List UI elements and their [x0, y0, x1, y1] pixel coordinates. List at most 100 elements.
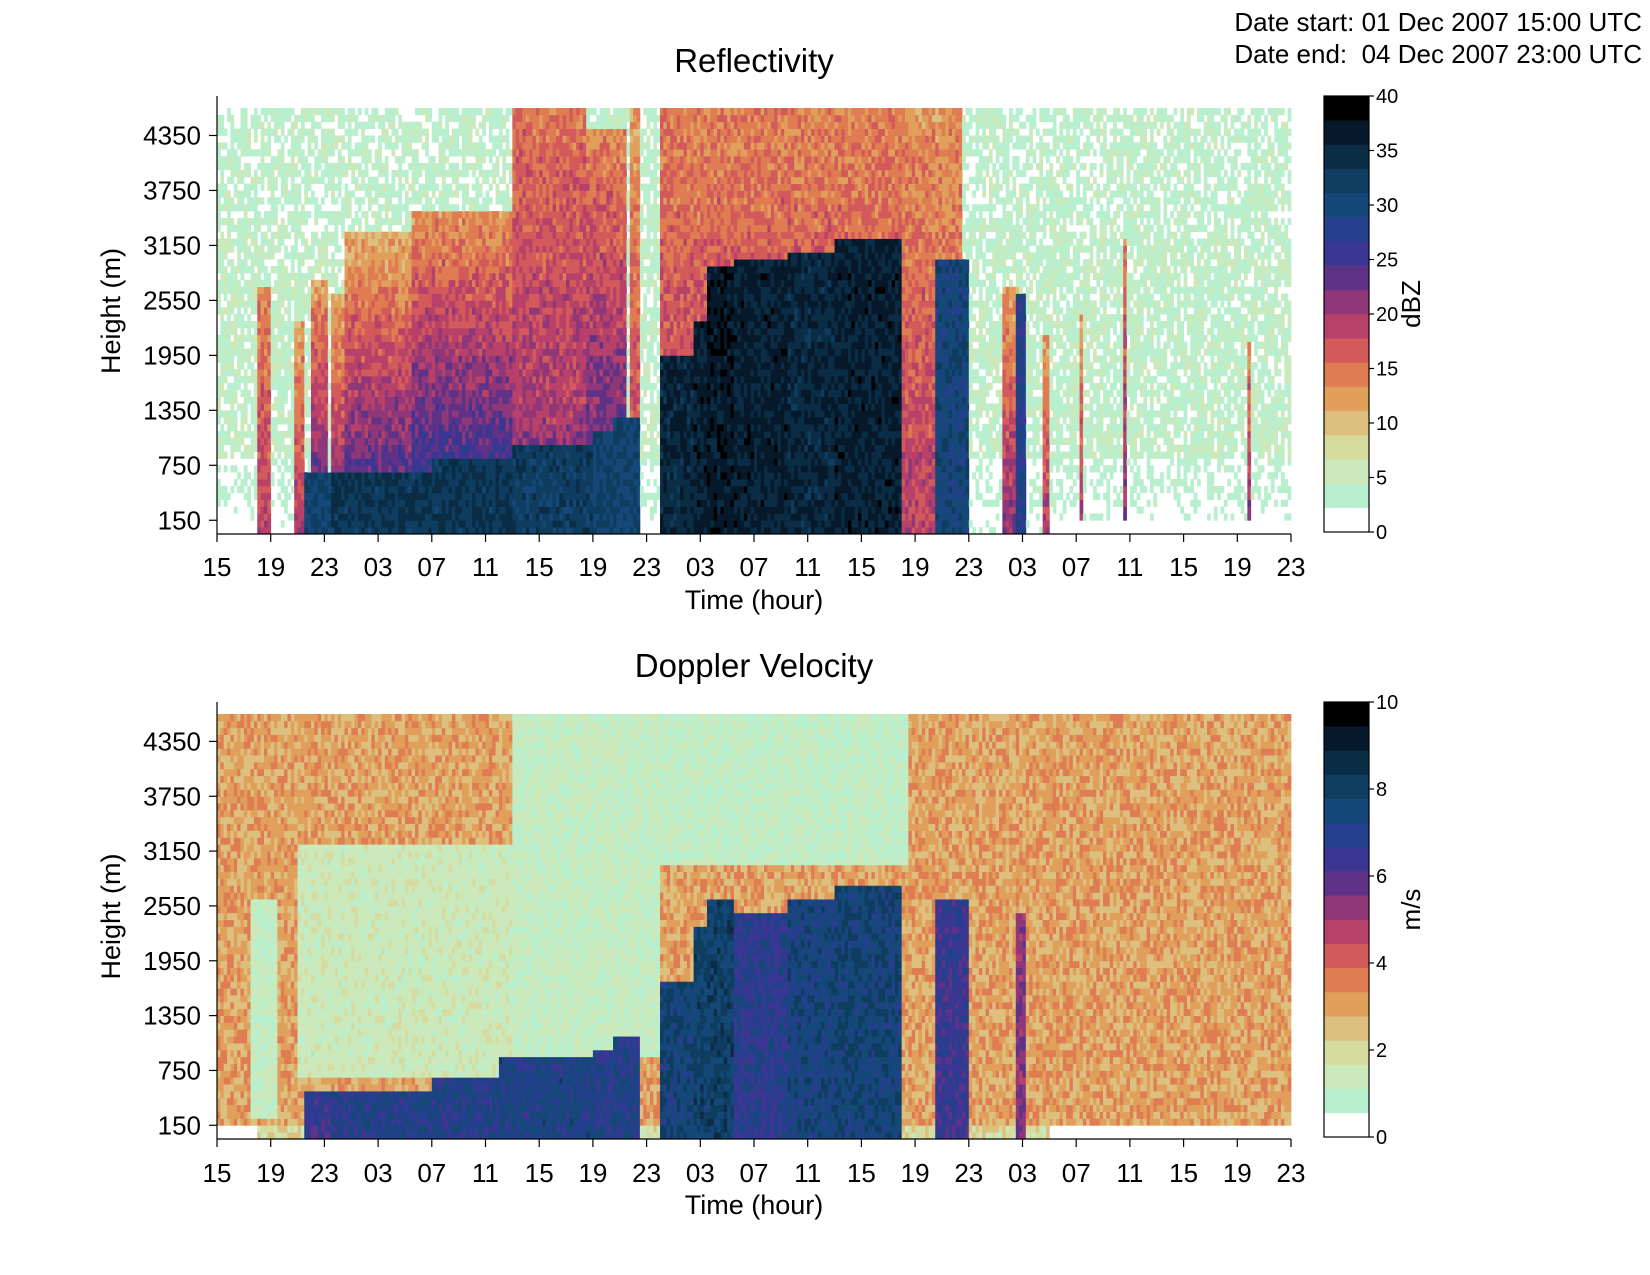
heatmap-cell: [398, 266, 402, 273]
heatmap-cell: [291, 390, 295, 397]
heatmap-cell: [284, 452, 288, 459]
heatmap-cell: [371, 390, 375, 397]
heatmap-cell: [274, 342, 278, 349]
heatmap-cell: [365, 149, 369, 156]
heatmap-cell: [308, 452, 312, 459]
heatmap-cell: [254, 431, 258, 438]
heatmap-cell: [398, 452, 402, 459]
heatmap-cell: [345, 527, 349, 534]
heatmap-cell: [291, 452, 295, 459]
heatmap-cell: [261, 513, 265, 520]
heatmap-cell: [294, 184, 298, 191]
heatmap-cell: [328, 520, 332, 527]
heatmap-cell: [321, 424, 325, 431]
heatmap-cell: [331, 383, 335, 390]
heatmap-cell: [361, 376, 365, 383]
heatmap-cell: [301, 335, 305, 342]
heatmap-cell: [355, 458, 359, 465]
heatmap-cell: [334, 348, 338, 355]
heatmap-cell: [392, 314, 396, 321]
heatmap-cell: [254, 403, 258, 410]
heatmap-cell: [267, 479, 271, 486]
heatmap-cell: [375, 445, 379, 452]
heatmap-cell: [311, 431, 315, 438]
heatmap-cell: [381, 369, 385, 376]
heatmap-cell: [318, 465, 322, 472]
heatmap-cell: [298, 135, 302, 142]
heatmap-cell: [378, 376, 382, 383]
heatmap-cell: [381, 458, 385, 465]
heatmap-cell: [331, 403, 335, 410]
heatmap-cell: [385, 273, 389, 280]
heatmap-cell: [301, 520, 305, 527]
heatmap-cell: [267, 245, 271, 252]
heatmap-cell: [237, 445, 241, 452]
heatmap-cell: [388, 513, 392, 520]
heatmap-cell: [291, 445, 295, 452]
heatmap-cell: [298, 280, 302, 287]
heatmap-cell: [395, 314, 399, 321]
heatmap-cell: [361, 486, 365, 493]
heatmap-cell: [381, 452, 385, 459]
heatmap-cell: [267, 328, 271, 335]
heatmap-cell: [408, 397, 412, 404]
heatmap-cell: [341, 314, 345, 321]
heatmap-cell: [318, 328, 322, 335]
heatmap-cell: [365, 390, 369, 397]
heatmap-cell: [237, 142, 241, 149]
heatmap-cell: [398, 438, 402, 445]
heatmap-cell: [358, 424, 362, 431]
heatmap-cell: [388, 239, 392, 246]
heatmap-cell: [351, 465, 355, 472]
heatmap-cell: [230, 390, 234, 397]
heatmap-cell: [408, 369, 412, 376]
heatmap-cell: [331, 170, 335, 177]
heatmap-cell: [298, 493, 302, 500]
heatmap-cell: [314, 403, 318, 410]
heatmap-cell: [301, 355, 305, 362]
heatmap-cell: [365, 273, 369, 280]
heatmap-cell: [274, 314, 278, 321]
heatmap-cell: [264, 252, 268, 259]
heatmap-cell: [304, 245, 308, 252]
heatmap-cell: [254, 115, 258, 122]
heatmap-cell: [398, 362, 402, 369]
heatmap-cell: [284, 507, 288, 514]
heatmap-cell: [361, 355, 365, 362]
heatmap-cell: [321, 479, 325, 486]
heatmap-cell: [264, 321, 268, 328]
heatmap-cell: [355, 507, 359, 514]
heatmap-cell: [301, 252, 305, 259]
heatmap-cell: [261, 465, 265, 472]
heatmap-cell: [314, 335, 318, 342]
heatmap-cell: [371, 294, 375, 301]
heatmap-cell: [314, 431, 318, 438]
heatmap-cell: [291, 163, 295, 170]
heatmap-cell: [375, 266, 379, 273]
heatmap-cell: [345, 287, 349, 294]
heatmap-cell: [277, 149, 281, 156]
heatmap-cell: [351, 294, 355, 301]
heatmap-cell: [224, 280, 228, 287]
heatmap-cell: [398, 190, 402, 197]
heatmap-cell: [395, 383, 399, 390]
heatmap-cell: [348, 245, 352, 252]
heatmap-cell: [240, 438, 244, 445]
heatmap-cell: [244, 410, 248, 417]
heatmap-cell: [348, 383, 352, 390]
heatmap-cell: [308, 493, 312, 500]
heatmap-cell: [304, 390, 308, 397]
heatmap-cell: [220, 245, 224, 252]
heatmap-cell: [405, 225, 409, 232]
heatmap-cell: [287, 424, 291, 431]
heatmap-cell: [348, 362, 352, 369]
heatmap-cell: [257, 355, 261, 362]
heatmap-cell: [244, 190, 248, 197]
heatmap-cell: [314, 513, 318, 520]
heatmap-cell: [321, 259, 325, 266]
heatmap-cell: [405, 328, 409, 335]
heatmap-cell: [358, 259, 362, 266]
heatmap-cell: [277, 245, 281, 252]
heatmap-cell: [311, 245, 315, 252]
heatmap-cell: [311, 239, 315, 246]
